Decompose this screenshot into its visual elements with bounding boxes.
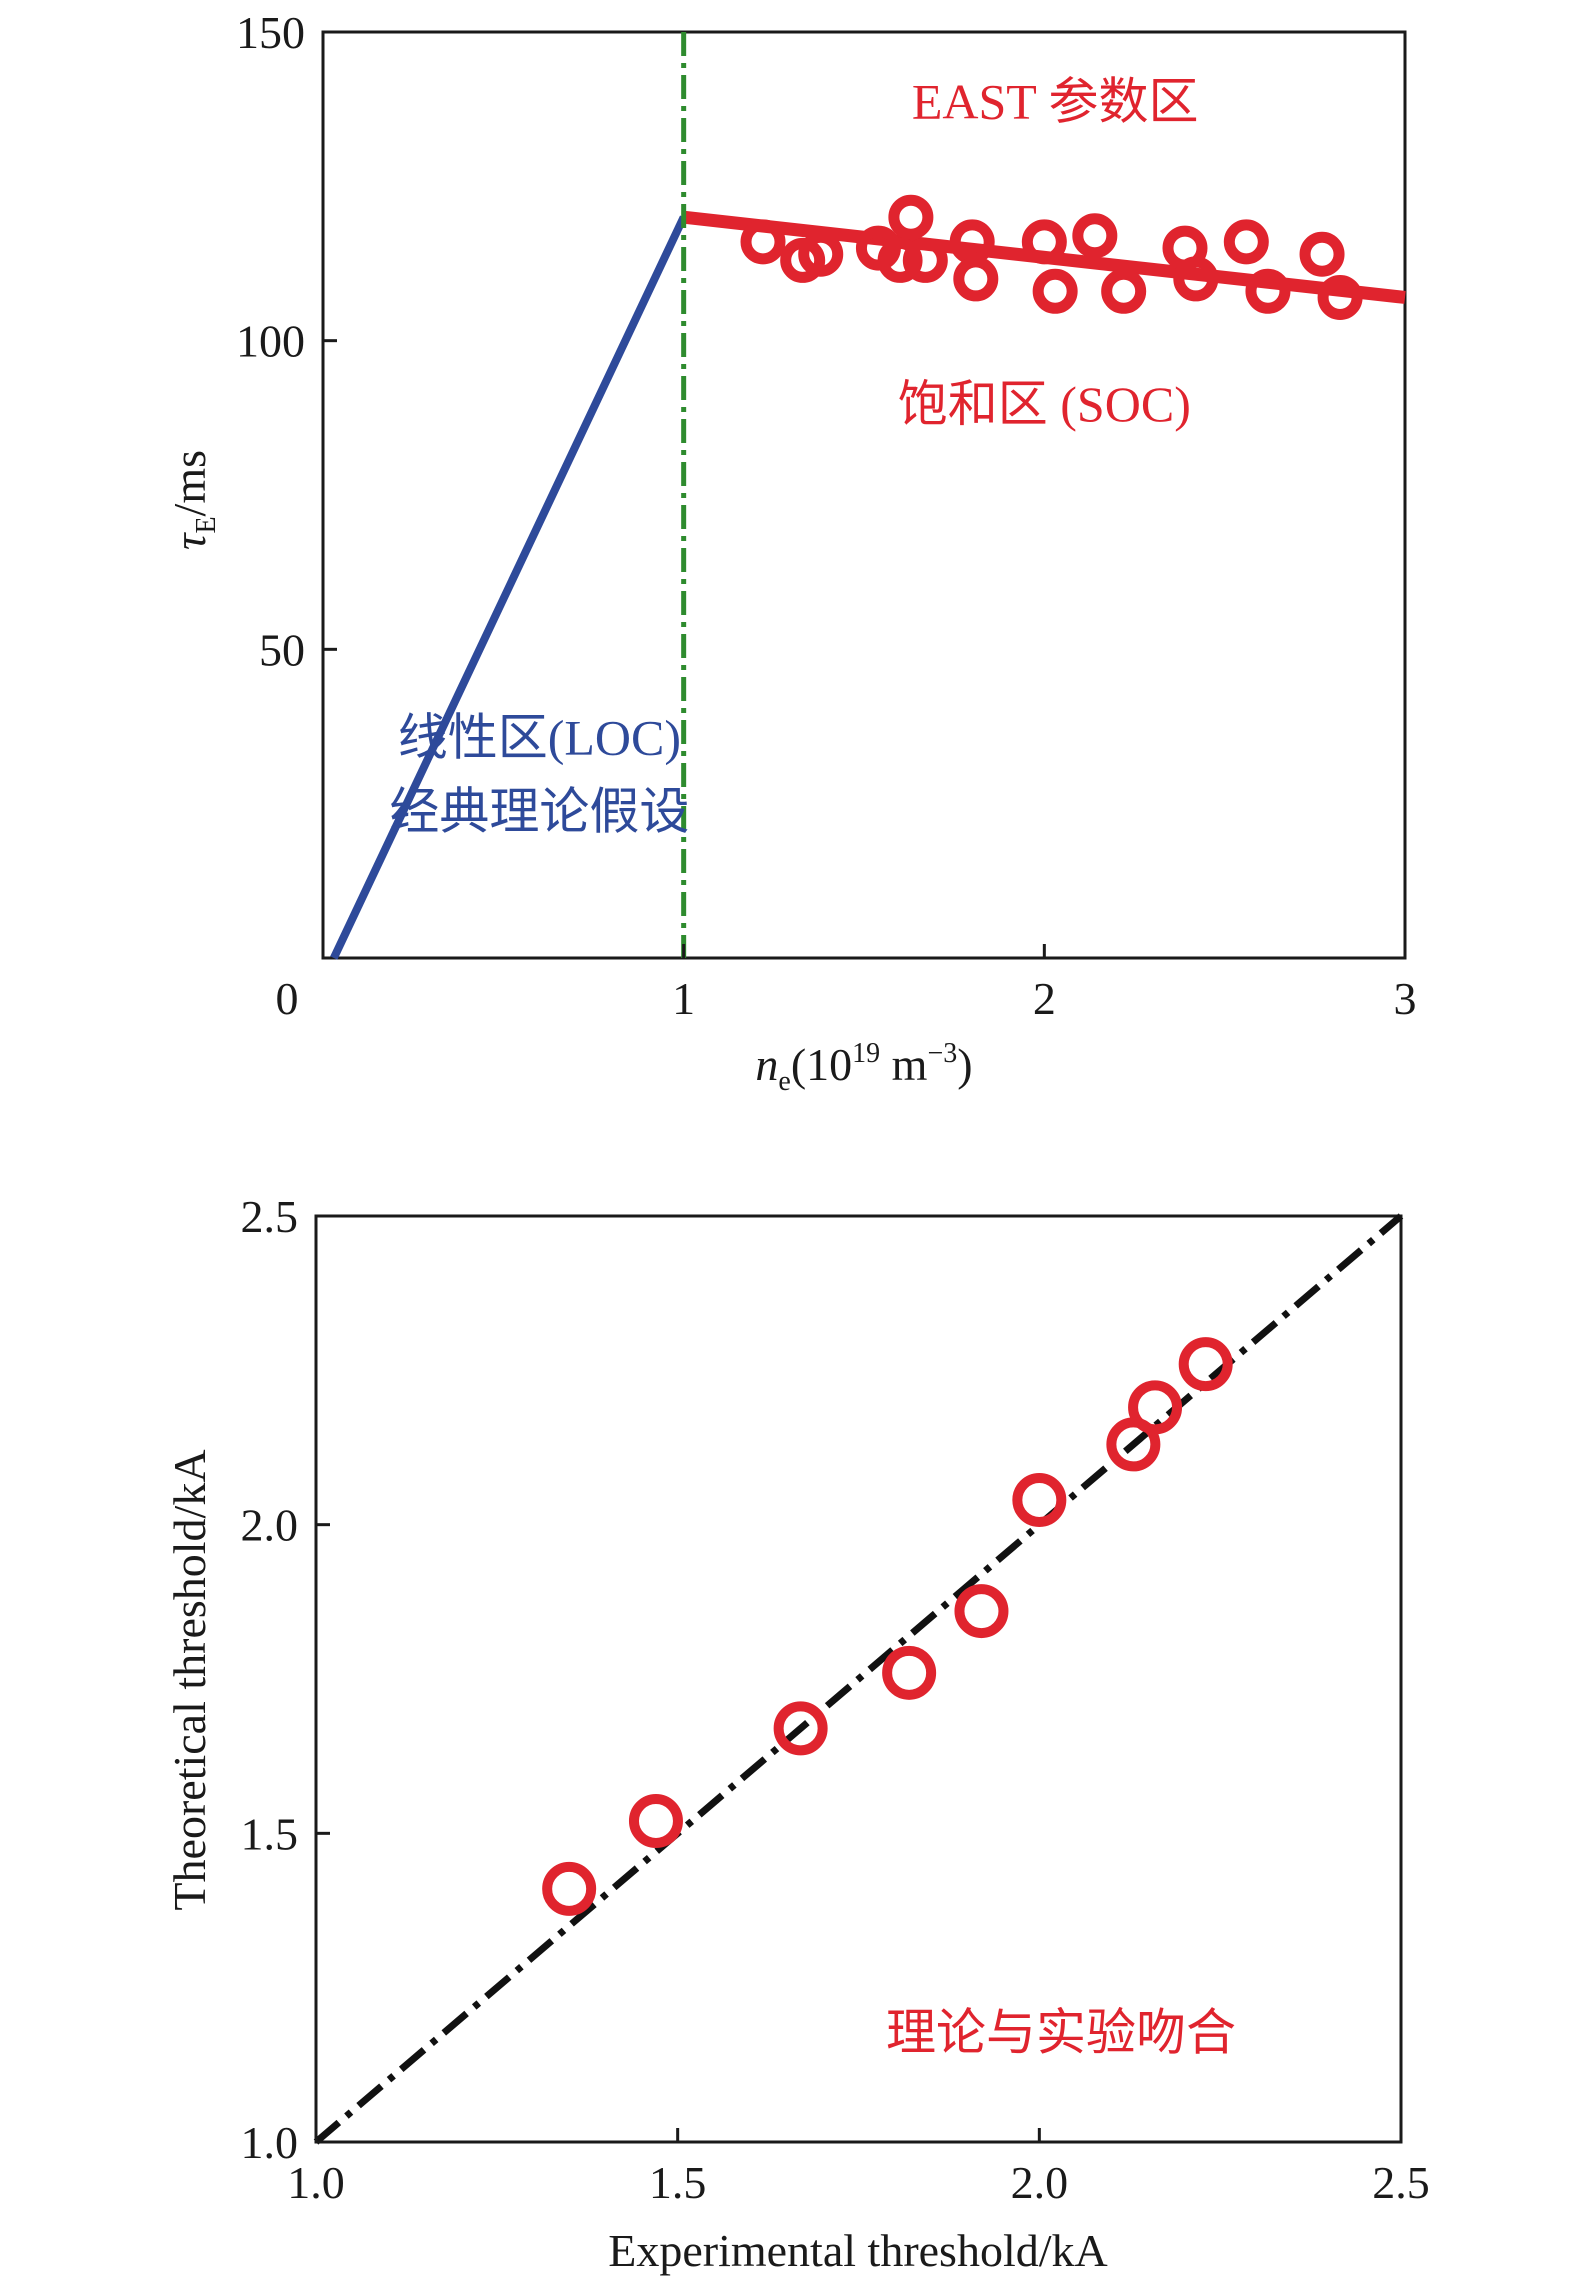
parity-line	[313, 1213, 1404, 2145]
series-layer	[313, 1213, 1404, 2145]
x-tick-label: 1.0	[287, 2157, 345, 2208]
data-point-marker	[888, 194, 934, 240]
x-tick-label: 2.0	[1011, 2157, 1069, 2208]
data-point-marker	[949, 219, 995, 265]
x-axis-unit-base: (10	[791, 1039, 852, 1090]
x-axis-unit-close: )	[957, 1039, 972, 1090]
x-axis-unit-exponent-2: −3	[927, 1038, 957, 1069]
x-tick-label: 2	[1033, 973, 1056, 1024]
y-tick-label: 100	[236, 316, 305, 367]
data-point-marker	[628, 1793, 683, 1848]
data-point-marker	[773, 1701, 828, 1756]
y-axis-unit: /ms	[164, 450, 215, 516]
data-point-marker	[1128, 1380, 1183, 1435]
tick-layer: 1 2 3 50 100 150 0	[236, 7, 1417, 1024]
annotation-label: 饱和区 (SOC)	[898, 376, 1191, 432]
plot-frame	[314, 1214, 1403, 2144]
origin-tick-label: 0	[276, 973, 299, 1024]
x-axis-label: Experimental threshold/kA	[608, 2225, 1108, 2276]
y-tick-label: 1.5	[241, 1808, 299, 1859]
x-tick-label: 3	[1394, 973, 1417, 1024]
data-point-marker	[542, 1861, 597, 1916]
y-tick-label: 150	[236, 7, 305, 58]
annotation-label: EAST 参数区	[912, 73, 1199, 129]
threshold-comparison-chart: 1.0 1.5 2.0 2.5 1.0 1.5 2.0 2.5 理论与实验吻合 Theoret…	[164, 1191, 1430, 2276]
y-axis-label: Theoretical threshold/kA	[164, 1449, 215, 1910]
linear-fit-line	[330, 215, 688, 960]
data-point-marker	[1245, 268, 1291, 314]
data-point-marker	[1032, 268, 1078, 314]
data-point-marker	[1072, 213, 1118, 259]
data-point-marker	[798, 231, 844, 277]
data-point-marker	[1299, 231, 1345, 277]
y-tick-label: 2.5	[241, 1191, 299, 1242]
x-axis-subscript: e	[778, 1066, 790, 1097]
y-axis-subscript: E	[191, 516, 222, 533]
plot-area	[314, 1214, 1403, 2144]
y-axis-label: τE/ms	[164, 450, 222, 550]
y-tick-label: 50	[259, 624, 305, 675]
y-tick-label: 2.0	[241, 1500, 299, 1551]
data-point-marker	[1021, 219, 1067, 265]
x-axis-label: ne(1019 m−3)	[755, 1038, 972, 1097]
data-point-marker	[1178, 1337, 1233, 1392]
data-point-marker	[902, 237, 948, 283]
tick-layer: 1.0 1.5 2.0 2.5 1.0 1.5 2.0 2.5	[241, 1191, 1430, 2208]
data-point-marker	[877, 237, 923, 283]
data-point-marker	[1223, 219, 1269, 265]
data-point-marker	[1101, 268, 1147, 314]
x-tick-label: 2.5	[1372, 2157, 1430, 2208]
data-point-marker	[740, 219, 786, 265]
data-point-marker	[954, 1584, 1009, 1639]
data-point-marker	[882, 1645, 937, 1700]
annotation-label: 经典理论假设	[389, 783, 689, 839]
x-tick-label: 1.5	[649, 2157, 707, 2208]
annotation-layer: 理论与实验吻合	[886, 2004, 1236, 2060]
series-layer	[330, 32, 1406, 960]
x-axis-unit-exponent: 19	[852, 1038, 880, 1069]
x-axis-unit-meter: m	[880, 1039, 928, 1090]
plot-frame	[321, 30, 1407, 960]
data-point-marker	[1012, 1472, 1067, 1527]
annotation-label: 线性区(LOC)	[398, 709, 681, 765]
plot-area	[321, 30, 1407, 960]
data-point-marker	[1317, 274, 1363, 320]
annotation-label: 理论与实验吻合	[886, 2004, 1236, 2060]
data-point-marker	[1173, 256, 1219, 302]
y-tick-label: 1.0	[241, 2117, 299, 2168]
x-axis-variable: n	[755, 1039, 778, 1090]
data-point-marker	[953, 256, 999, 302]
y-axis-variable: τ	[164, 532, 215, 550]
x-tick-label: 1	[672, 973, 695, 1024]
